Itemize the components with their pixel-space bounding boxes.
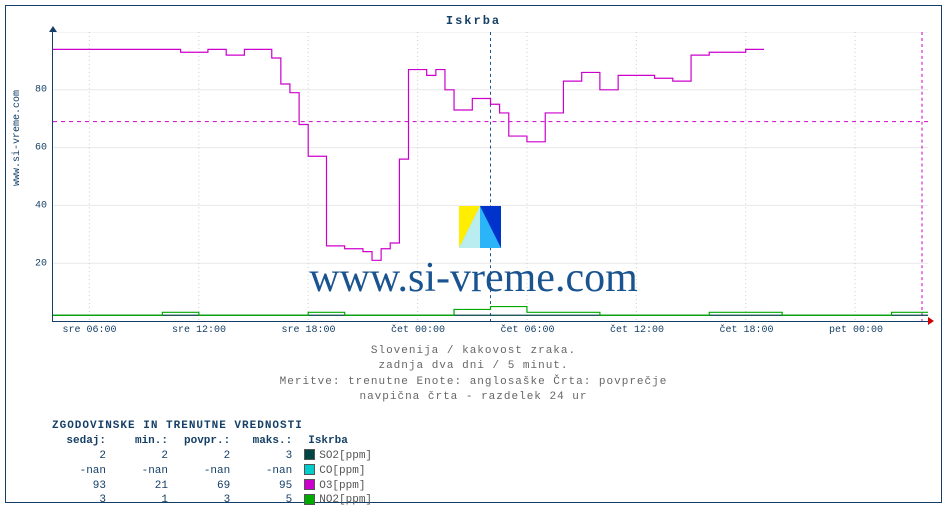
x-tick-label: čet 12:00 [610, 325, 664, 336]
chart-title: Iskrba [6, 14, 941, 28]
legend-cell: CO[ppm] [300, 464, 380, 479]
caption-block: Slovenija / kakovost zraka. zadnja dva d… [6, 344, 941, 406]
y-axis-arrow-icon [49, 26, 57, 32]
x-tick-label: sre 18:00 [281, 325, 335, 336]
col-header: sedaj: [52, 434, 114, 449]
cell: 21 [114, 479, 176, 494]
cell: 1 [114, 493, 176, 508]
legend-swatch-icon [304, 449, 315, 460]
caption-line-4: navpična črta - razdelek 24 ur [6, 390, 941, 405]
cell: 93 [52, 479, 114, 494]
x-tick-label: čet 00:00 [391, 325, 445, 336]
outer-frame: www.si-vreme.com Iskrba 20406080sre 06:0… [5, 5, 942, 503]
y-tick-label: 20 [35, 259, 47, 270]
caption-line-2: zadnja dva dni / 5 minut. [6, 359, 941, 374]
col-header: povpr.: [176, 434, 238, 449]
cell: 3 [238, 449, 300, 464]
col-header: min.: [114, 434, 176, 449]
legend-swatch-icon [304, 494, 315, 505]
col-header: maks.: [238, 434, 300, 449]
y-tick-label: 40 [35, 201, 47, 212]
cell: 3 [176, 493, 238, 508]
legend-cell: O3[ppm] [300, 479, 380, 494]
cell: 69 [176, 479, 238, 494]
x-tick-label: pet 00:00 [829, 325, 883, 336]
cell: 2 [52, 449, 114, 464]
cell: 2 [114, 449, 176, 464]
y-tick-label: 80 [35, 85, 47, 96]
y-tick-label: 60 [35, 143, 47, 154]
caption-line-3: Meritve: trenutne Enote: anglosaške Črta… [6, 375, 941, 390]
cell: -nan [114, 464, 176, 479]
cell: 3 [52, 493, 114, 508]
stats-title: ZGODOVINSKE IN TRENUTNE VREDNOSTI [52, 420, 380, 432]
cell: -nan [238, 464, 300, 479]
legend-cell: SO2[ppm] [300, 449, 380, 464]
stats-table: ZGODOVINSKE IN TRENUTNE VREDNOSTI sedaj:… [52, 420, 380, 508]
legend-swatch-icon [304, 464, 315, 475]
legend-cell: NO2[ppm] [300, 493, 380, 508]
x-axis-arrow-icon [928, 317, 934, 325]
table-row: 93216995O3[ppm] [52, 479, 380, 494]
cell: -nan [52, 464, 114, 479]
x-tick-label: sre 06:00 [62, 325, 116, 336]
table-row: -nan-nan-nan-nanCO[ppm] [52, 464, 380, 479]
cell: 95 [238, 479, 300, 494]
table-row: 2223SO2[ppm] [52, 449, 380, 464]
watermark-logo-icon [459, 206, 501, 248]
location-header: Iskrba [300, 434, 380, 449]
x-tick-label: čet 18:00 [719, 325, 773, 336]
plot-area: 20406080sre 06:00sre 12:00sre 18:00čet 0… [52, 32, 928, 322]
y-axis-sitelabel: www.si-vreme.com [12, 90, 23, 186]
plot-svg [53, 32, 928, 321]
caption-line-1: Slovenija / kakovost zraka. [6, 344, 941, 359]
cell: 5 [238, 493, 300, 508]
legend-swatch-icon [304, 479, 315, 490]
cell: -nan [176, 464, 238, 479]
table-row: 3135NO2[ppm] [52, 493, 380, 508]
cell: 2 [176, 449, 238, 464]
x-tick-label: sre 12:00 [172, 325, 226, 336]
x-tick-label: čet 06:00 [500, 325, 554, 336]
